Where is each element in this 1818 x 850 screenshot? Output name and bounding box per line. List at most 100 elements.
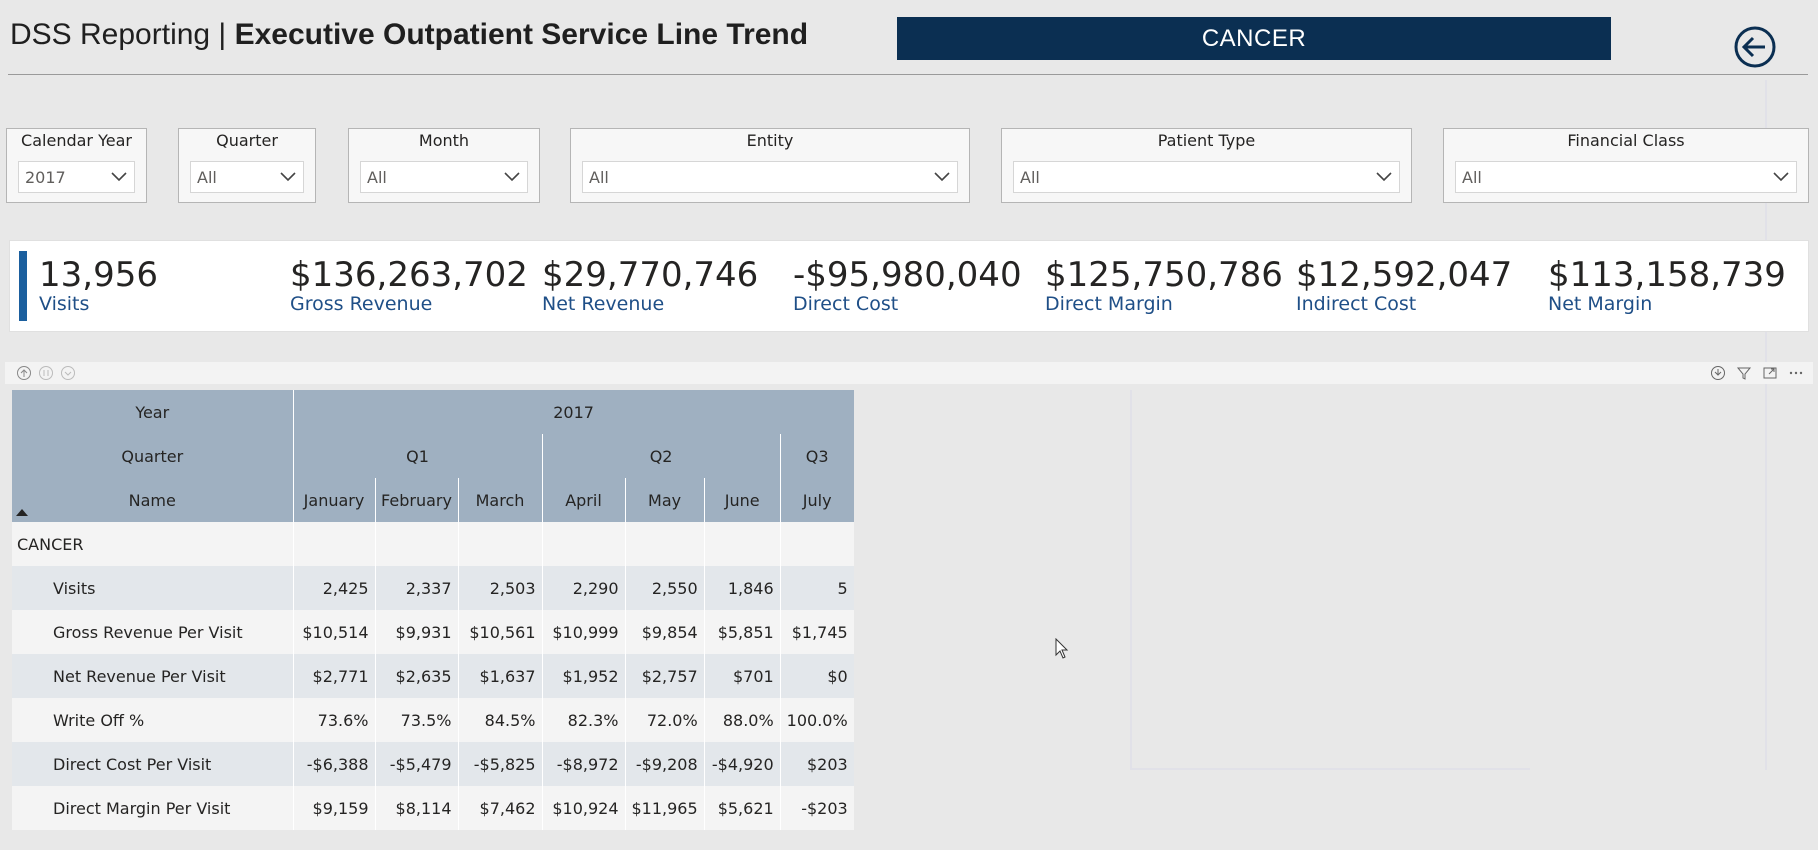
chevron-down-icon [934,172,950,182]
table-cell: $701 [703,654,781,698]
table-cell: $1,745 [779,610,854,654]
back-button[interactable] [1733,25,1777,69]
table-cell: $2,757 [624,654,705,698]
column-header-month[interactable]: July [779,478,854,522]
slicer-label: Quarter [216,131,278,150]
chevron-down-icon [1773,172,1789,182]
table-row: Net Revenue Per Visit $2,771 $2,635 $1,6… [12,654,854,698]
kpi-label: Direct Cost [793,293,899,315]
table-cell: $10,514 [292,610,375,654]
table-cell: 72.0% [624,698,705,742]
row-label: Direct Margin Per Visit [12,786,293,830]
patient-type-dropdown[interactable]: All [1013,161,1400,193]
dropdown-value: All [1020,167,1040,187]
table-cell: $0 [779,654,854,698]
drill-up-icon[interactable] [16,365,32,381]
kpi-value: 13,956 [39,255,158,295]
table-cell: 73.6% [292,698,375,742]
kpi-direct-margin: $125,750,786 Direct Margin [1045,255,1283,315]
row-label: Visits [12,566,293,610]
kpi-value: $12,592,047 [1296,255,1513,295]
table-row: Direct Margin Per Visit $9,159 $8,114 $7… [12,786,854,830]
table-cell [541,522,625,566]
focus-mode-icon[interactable] [1762,365,1778,381]
slicer-financial-class: Financial Class All [1443,128,1809,203]
table-cell: $2,635 [374,654,458,698]
slicer-label: Calendar Year [21,131,132,150]
column-header-month[interactable]: January [292,478,375,522]
kpi-value: $113,158,739 [1548,255,1786,295]
drill-down-next-level-icon[interactable] [38,365,54,381]
table-cell: $2,771 [292,654,375,698]
background-line [1765,80,1767,770]
kpi-label: Gross Revenue [290,293,433,315]
column-header-month[interactable]: February [374,478,458,522]
kpi-accent-bar [19,251,27,321]
page-title: DSS Reporting | Executive Outpatient Ser… [10,18,808,52]
table-cell: 2,425 [292,566,375,610]
column-header-year[interactable]: 2017 [292,390,854,434]
column-header-quarter[interactable]: Q2 [541,434,781,478]
column-header-quarter[interactable]: Q1 [292,434,542,478]
table-cell: 84.5% [457,698,542,742]
slicer-patient-type: Patient Type All [1001,128,1412,203]
table-cell: $1,952 [541,654,625,698]
background-line [1130,768,1530,770]
table-cell: $7,462 [457,786,542,830]
row-header-name[interactable]: Name [12,478,293,522]
row-header-year: Year [12,390,293,434]
column-header-month[interactable]: June [703,478,781,522]
row-label: Net Revenue Per Visit [12,654,293,698]
slicer-month: Month All [348,128,540,203]
table-cell: 1,846 [703,566,781,610]
row-label: Gross Revenue Per Visit [12,610,293,654]
quarter-dropdown[interactable]: All [190,161,304,193]
entity-dropdown[interactable]: All [582,161,958,193]
month-dropdown[interactable]: All [360,161,528,193]
header-divider [8,74,1808,75]
table-cell: -$9,208 [624,742,705,786]
table-cell: -$4,920 [703,742,781,786]
table-cell [779,522,854,566]
table-cell: $10,924 [541,786,625,830]
page-title-main: Executive Outpatient Service Line Trend [234,18,809,51]
kpi-direct-cost: -$95,980,040 Direct Cost [793,255,1022,315]
column-header-month[interactable]: March [457,478,542,522]
financial-class-dropdown[interactable]: All [1455,161,1797,193]
row-label: Direct Cost Per Visit [12,742,293,786]
table-cell: $10,999 [541,610,625,654]
kpi-indirect-cost: $12,592,047 Indirect Cost [1296,255,1512,315]
more-options-icon[interactable] [1788,365,1804,381]
table-cell: -$5,479 [374,742,458,786]
expand-next-level-icon[interactable] [60,365,76,381]
column-header-month[interactable]: May [624,478,705,522]
filter-icon[interactable] [1736,365,1752,381]
slicer-label: Entity [746,131,794,150]
background-line [1130,390,1132,770]
column-header-month[interactable]: April [541,478,625,522]
table-cell: $9,159 [292,786,375,830]
table-cell: 88.0% [703,698,781,742]
kpi-net-revenue: $29,770,746 Net Revenue [542,255,758,315]
table-cell: 100.0% [779,698,854,742]
column-header-quarter[interactable]: Q3 [779,434,854,478]
table-cell [292,522,375,566]
table-cell: $1,637 [457,654,542,698]
kpi-value: -$95,980,040 [793,255,1022,295]
table-row: CANCER [12,522,854,566]
table-cell: 2,503 [457,566,542,610]
table-cell: $5,621 [703,786,781,830]
slicer-entity: Entity All [570,128,970,203]
slicer-quarter: Quarter All [178,128,316,203]
drill-mode-icon[interactable] [1710,365,1726,381]
chevron-down-icon [111,172,127,182]
calendar-year-dropdown[interactable]: 2017 [18,161,135,193]
kpi-gross-revenue: $136,263,702 Gross Revenue [290,255,528,315]
matrix-visual-header [5,362,1813,384]
table-row: Direct Cost Per Visit -$6,388 -$5,479 -$… [12,742,854,786]
table-cell: 2,290 [541,566,625,610]
sort-ascending-icon [16,509,28,516]
kpi-label: Indirect Cost [1296,293,1417,315]
chevron-down-icon [280,172,296,182]
kpi-visits: 13,956 Visits [39,255,158,315]
